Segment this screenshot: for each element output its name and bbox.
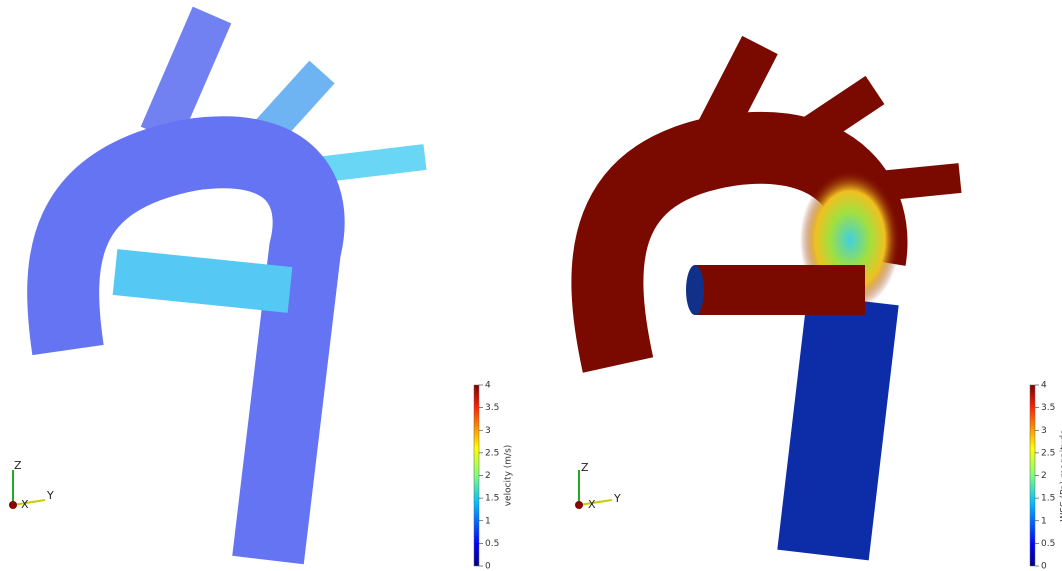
colorbar-tick-label: 0.5 xyxy=(485,539,499,549)
colorbar-tick-label: 0.5 xyxy=(1041,539,1055,549)
colorbar-tick-label: 2.5 xyxy=(1041,448,1055,458)
colorbar-tick-label: 1.5 xyxy=(485,494,499,504)
colorbar-tick-label: 3.5 xyxy=(485,403,499,413)
axis-y: Y xyxy=(613,492,621,505)
axis-x: X xyxy=(588,498,596,511)
colorbar-label: velocity (m/s) xyxy=(504,445,514,507)
colorbar-tick-label: 4 xyxy=(485,381,491,391)
colorbar xyxy=(474,385,479,566)
colorbar-tick-label: 3 xyxy=(1041,426,1047,436)
colorbar-tick-label: 2 xyxy=(1041,471,1047,481)
colorbar-tick-label: 0 xyxy=(1041,562,1047,571)
axis-x: X xyxy=(21,498,29,511)
colorbar-tick-label: 1 xyxy=(1041,516,1047,526)
colorbar-tick-label: 2 xyxy=(485,471,491,481)
axis-z: Z xyxy=(14,459,22,472)
colorbar xyxy=(1030,385,1035,566)
axis-z: Z xyxy=(581,461,589,474)
colorbar-tick-label: 1 xyxy=(485,516,491,526)
velocity-render xyxy=(63,15,425,560)
colorbar-tick-label: 4 xyxy=(1041,381,1047,391)
colorbar-tick-label: 3.5 xyxy=(1041,403,1055,413)
colorbar-tick-label: 2.5 xyxy=(485,448,499,458)
colorbar-tick-label: 3 xyxy=(485,426,491,436)
colorbar-tick-label: 0 xyxy=(485,562,491,571)
wss-render xyxy=(607,45,960,555)
axis-y: Y xyxy=(46,489,54,502)
colorbar-tick-label: 1.5 xyxy=(1041,494,1055,504)
screenshot: Z X Y Z X Y 0 0.5 1 1.5 2 2.5 3 3.5 4 velocity (m… xyxy=(0,0,1062,571)
